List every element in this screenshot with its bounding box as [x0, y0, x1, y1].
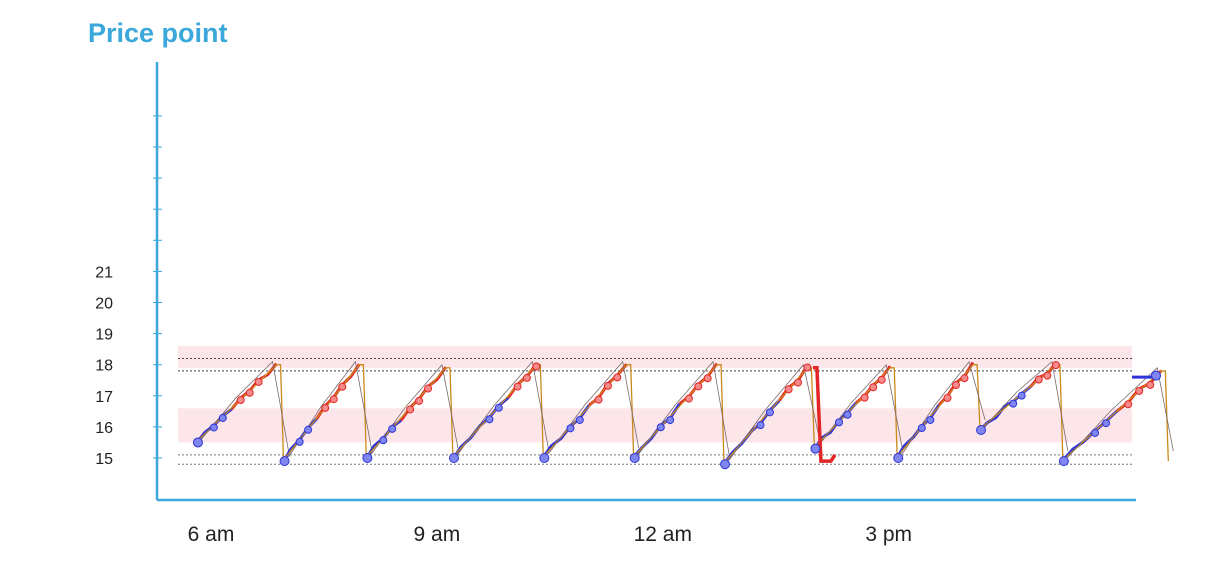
red-marker — [1146, 380, 1155, 389]
red-marker — [1034, 375, 1043, 384]
x-tick-label: 3 pm — [865, 523, 912, 546]
red-marker — [613, 373, 622, 382]
blue-marker — [1017, 391, 1026, 400]
red-marker — [1051, 361, 1060, 370]
blue-marker — [1009, 399, 1018, 408]
y-tick-label: 20 — [95, 296, 113, 313]
red-marker — [794, 378, 803, 387]
red-marker — [594, 395, 603, 404]
blue-marker — [1091, 428, 1100, 437]
data-markers — [192, 361, 1162, 470]
red-marker — [869, 383, 878, 392]
blue-marker — [485, 415, 494, 424]
red-marker — [321, 403, 330, 412]
x-tick-label: 12 am — [634, 523, 692, 546]
red-marker — [860, 393, 869, 402]
red-marker — [254, 377, 263, 386]
blue-marker — [192, 437, 203, 448]
red-marker — [943, 394, 952, 403]
blue-marker — [1102, 419, 1111, 428]
blue-marker — [893, 453, 904, 463]
chart-title: Price point — [88, 18, 228, 48]
blue-marker — [379, 436, 388, 445]
y-tick-label: 16 — [95, 420, 113, 437]
blue-marker — [304, 425, 313, 434]
red-marker — [522, 373, 531, 382]
blue-marker — [388, 424, 397, 433]
blue-marker — [362, 453, 373, 463]
blue-marker — [810, 443, 821, 454]
red-marker — [245, 388, 254, 397]
blue-marker — [566, 424, 575, 433]
blue-marker — [976, 425, 987, 436]
red-marker — [1135, 386, 1144, 395]
blue-marker — [720, 459, 731, 470]
trace-line — [547, 360, 640, 455]
red-marker — [532, 362, 541, 371]
blue-marker — [279, 456, 290, 467]
red-marker — [603, 381, 612, 390]
red-marker — [684, 394, 693, 403]
blue-marker — [539, 453, 550, 463]
blue-marker — [218, 413, 227, 422]
red-marker — [338, 382, 347, 391]
red-marker — [415, 396, 424, 405]
blue-marker — [835, 418, 844, 427]
blue-marker — [575, 415, 584, 424]
blue-marker — [1151, 370, 1162, 381]
blue-marker — [1058, 456, 1069, 467]
x-ticks: 6 am 9 am 12 am 3 pm — [188, 523, 912, 546]
x-tick-label: 9 am — [414, 523, 461, 546]
red-marker — [236, 396, 245, 405]
red-marker — [703, 374, 712, 383]
highlight-band — [178, 346, 1132, 368]
reference-lines — [178, 357, 1132, 465]
red-marker — [513, 382, 522, 391]
red-marker — [424, 384, 433, 393]
red-marker — [877, 375, 886, 384]
blue-marker — [448, 453, 459, 463]
blue-marker — [926, 415, 935, 424]
red-marker — [329, 395, 338, 404]
red-marker — [951, 381, 960, 390]
blue-marker — [295, 437, 304, 446]
red-series-segment — [812, 366, 837, 463]
highlight-band — [178, 408, 1132, 443]
y-tick-label: 17 — [95, 389, 113, 406]
trace-line — [457, 360, 549, 455]
red-marker — [1043, 371, 1052, 380]
trace-line — [638, 360, 730, 455]
blue-marker — [765, 408, 774, 417]
y-tick-label: 15 — [95, 451, 113, 468]
red-marker — [960, 374, 969, 383]
blue-marker — [494, 403, 503, 412]
trace-line — [728, 363, 820, 461]
blue-marker — [666, 416, 675, 425]
red-marker — [784, 385, 793, 394]
red-marker — [803, 363, 812, 372]
red-marker — [406, 405, 415, 414]
blue-marker — [629, 453, 640, 463]
blue-marker — [209, 423, 218, 432]
y-tick-label: 18 — [95, 358, 113, 375]
blue-marker — [656, 423, 665, 432]
highlight-bands — [178, 346, 1132, 443]
blue-marker — [843, 410, 852, 419]
trace-line — [1067, 367, 1174, 458]
y-tick-label: 21 — [95, 264, 113, 281]
x-tick-label: 6 am — [188, 523, 235, 546]
blue-marker — [756, 421, 765, 430]
red-marker — [694, 382, 703, 391]
trace-line — [288, 360, 372, 458]
y-ticks: 15 16 17 18 19 20 21 — [95, 115, 162, 468]
red-marker — [1124, 400, 1133, 409]
trace-line — [371, 363, 459, 455]
blue-marker — [917, 424, 926, 433]
trace-line — [984, 360, 1069, 452]
y-tick-label: 19 — [95, 327, 113, 344]
